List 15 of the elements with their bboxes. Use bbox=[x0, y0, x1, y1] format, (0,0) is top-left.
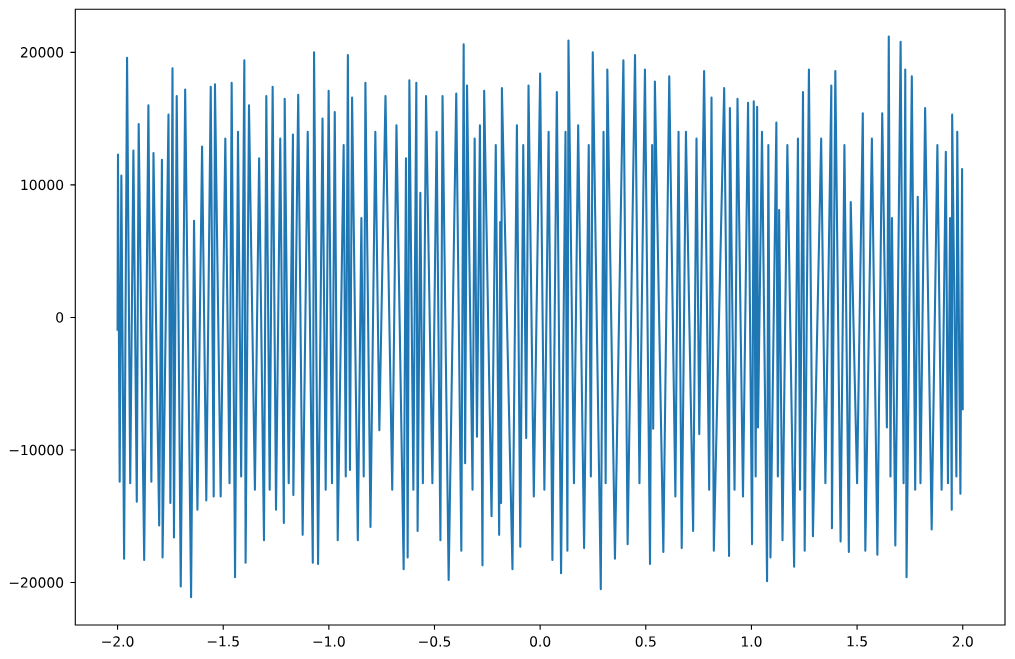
line-series bbox=[116, 35, 964, 599]
y-tick-label: 20000 bbox=[20, 47, 64, 58]
x-tick-label: −2.0 bbox=[102, 636, 134, 647]
y-tick-label: −20000 bbox=[9, 577, 64, 588]
x-tick-label: 0.5 bbox=[635, 636, 656, 647]
x-tick-label: 1.0 bbox=[741, 636, 762, 647]
x-tick-label: −0.5 bbox=[419, 636, 451, 647]
y-tick-label: −10000 bbox=[9, 444, 64, 456]
x-tick-label: 2.0 bbox=[952, 636, 973, 647]
y-tick-label: 10000 bbox=[21, 179, 64, 191]
x-tick-label: −1.0 bbox=[313, 636, 345, 647]
x-tick-label: −1.5 bbox=[207, 636, 239, 647]
y-tick-label: 0 bbox=[56, 312, 64, 323]
x-tick-label: 0.0 bbox=[530, 636, 551, 647]
x-tick-label: 1.5 bbox=[847, 636, 867, 647]
